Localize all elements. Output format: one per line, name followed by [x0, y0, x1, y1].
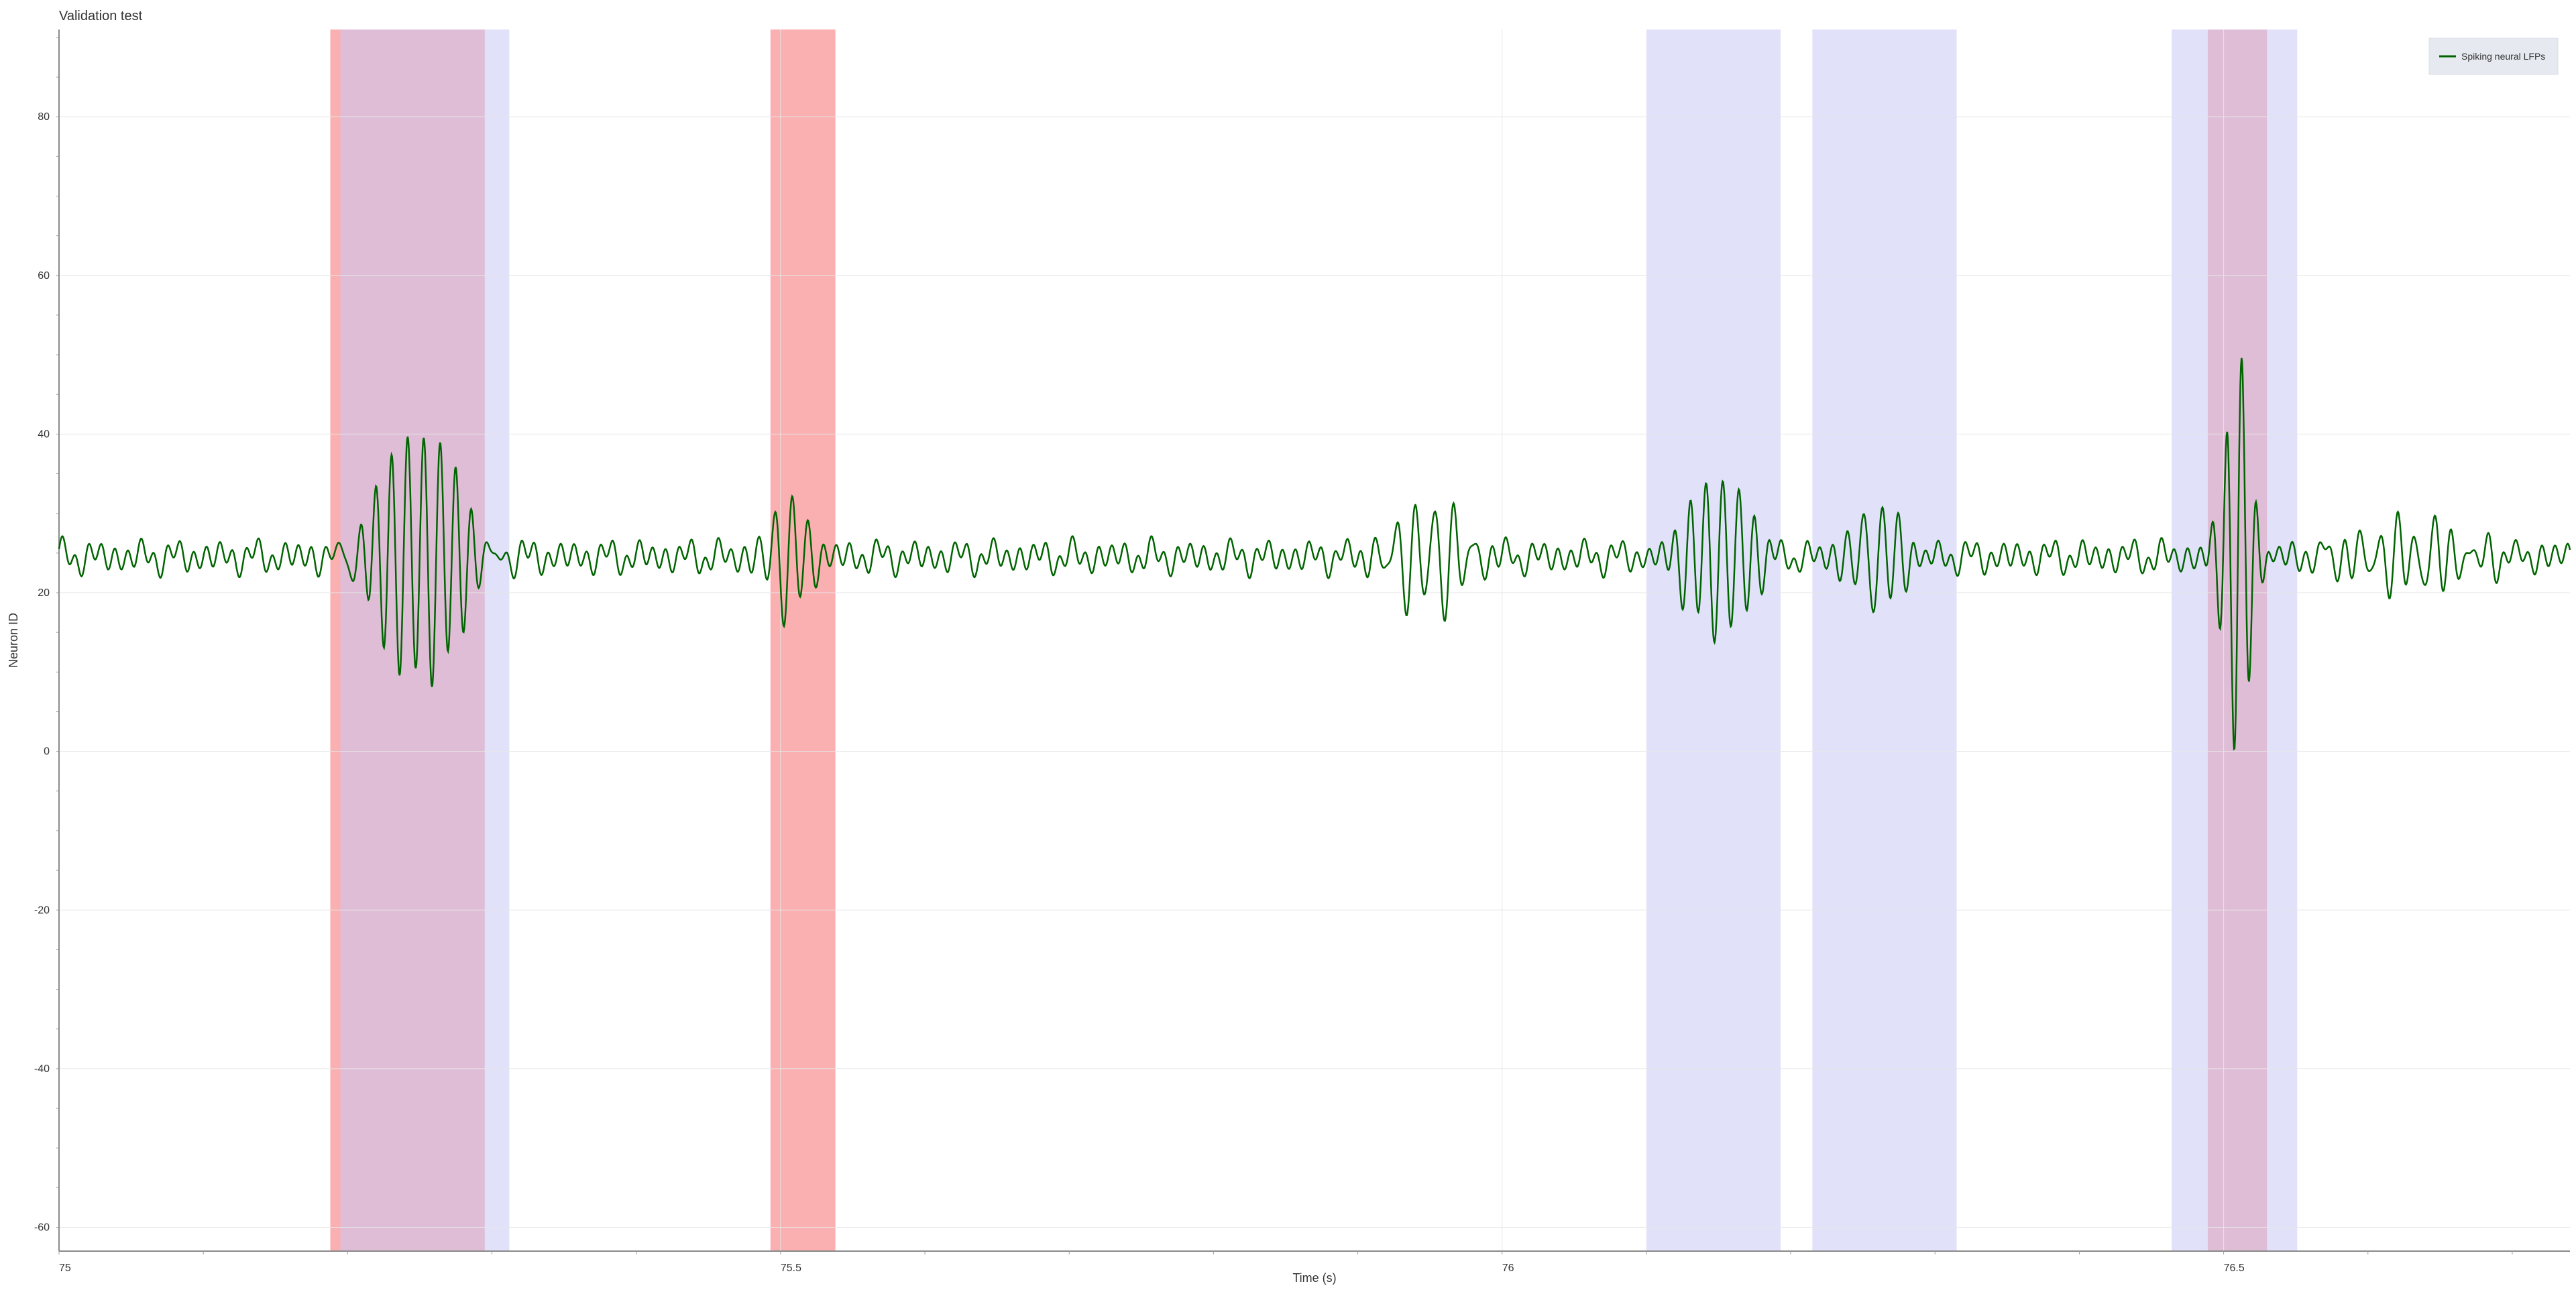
x-axis-label: Time (s) [1292, 1271, 1336, 1285]
x-tick-label: 76.5 [2224, 1263, 2245, 1274]
x-tick-label: 75.5 [781, 1263, 801, 1274]
x-tick-label: 76 [1502, 1263, 1514, 1274]
chart-title: Validation test [59, 9, 143, 23]
y-tick-label: 20 [38, 587, 50, 599]
y-tick-label: 80 [38, 111, 50, 123]
y-tick-label: 0 [44, 746, 50, 758]
red-region-1 [770, 30, 836, 1251]
axes [56, 30, 2570, 1254]
legend: Spiking neural LFPs [2428, 38, 2559, 75]
legend-label: Spiking neural LFPs [2461, 51, 2545, 62]
series-layer [58, 357, 2571, 751]
x-tick-label: 75 [59, 1263, 71, 1274]
blue-region-2 [1812, 30, 1957, 1251]
y-tick-label: -40 [34, 1063, 50, 1075]
y-tick-label: -60 [34, 1222, 50, 1234]
blue-region-3 [2172, 30, 2298, 1251]
blue-region-0 [340, 30, 510, 1251]
y-tick-label: 40 [38, 428, 50, 440]
highlight-regions [330, 30, 2298, 1251]
y-tick-label: 60 [38, 270, 50, 282]
tick-labels: -60 -40 -20 0 20 40 60 80 75 75.5 76 76.5 [34, 111, 2245, 1274]
y-tick-label: -20 [34, 904, 50, 916]
y-axis-label: Neuron ID [7, 613, 20, 668]
series-line-spiking-neural-lfps [58, 357, 2571, 751]
